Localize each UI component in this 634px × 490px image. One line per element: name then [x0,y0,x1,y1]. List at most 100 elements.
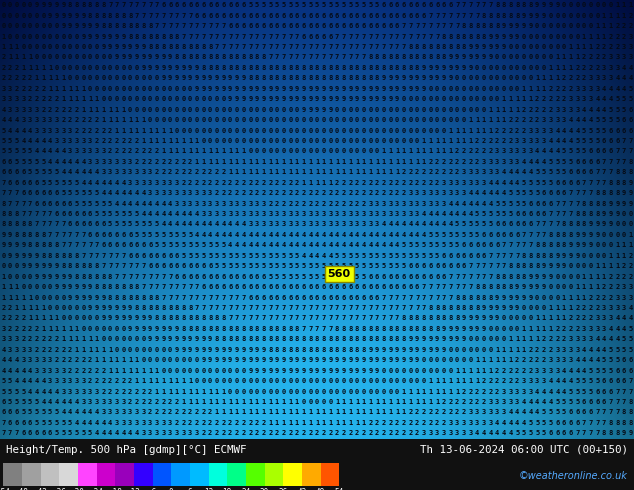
Text: 8: 8 [221,316,226,321]
Text: 7: 7 [455,274,459,280]
Text: 3: 3 [302,211,306,217]
Text: 2: 2 [348,200,353,207]
Text: 0: 0 [134,75,139,81]
Text: 3: 3 [188,190,192,196]
Text: 5: 5 [528,430,533,436]
Text: 4: 4 [522,169,526,175]
Text: 1: 1 [35,316,39,321]
Text: 7: 7 [261,316,266,321]
Text: 9: 9 [315,86,319,92]
Text: 0: 0 [395,389,399,394]
Text: 0: 0 [469,96,472,102]
Text: 6: 6 [442,2,446,8]
Text: 9: 9 [94,294,99,300]
Text: 4: 4 [61,148,65,154]
Text: 8: 8 [242,54,246,60]
Text: 4: 4 [28,378,32,384]
Text: 1: 1 [462,127,466,133]
Text: 8: 8 [455,316,459,321]
Text: 1: 1 [315,410,319,416]
Text: 1: 1 [242,159,246,165]
Text: 9: 9 [368,368,373,374]
Text: 1: 1 [435,138,439,144]
Text: 2: 2 [488,378,493,384]
Text: 0: 0 [388,389,392,394]
Text: 6: 6 [68,200,72,207]
Text: 2: 2 [555,326,559,332]
Text: 2: 2 [401,430,406,436]
Text: 7: 7 [408,23,413,29]
Text: 6: 6 [622,368,626,374]
Text: 6: 6 [101,243,106,248]
Text: 3: 3 [68,138,72,144]
Text: 8: 8 [115,284,119,290]
Text: 6: 6 [315,284,319,290]
Text: 9: 9 [115,316,119,321]
Text: 5: 5 [261,2,266,8]
Text: 8: 8 [462,44,466,50]
Text: 3: 3 [408,211,413,217]
Text: 0: 0 [515,44,519,50]
Text: 8: 8 [355,336,359,343]
Text: 9: 9 [101,294,106,300]
Text: 7: 7 [75,232,79,238]
Text: 0: 0 [375,389,379,394]
Text: 5: 5 [569,159,573,165]
Text: 0: 0 [535,33,540,40]
Text: 0: 0 [288,378,292,384]
Text: 7: 7 [268,305,273,311]
Text: 5: 5 [141,232,146,238]
Text: 9: 9 [202,357,205,363]
Text: 2: 2 [361,180,366,186]
Text: 8: 8 [528,2,533,8]
Text: 3: 3 [628,33,633,40]
Text: 5: 5 [582,148,586,154]
Text: 2: 2 [528,357,533,363]
Text: 7: 7 [281,316,286,321]
Text: 8: 8 [622,420,626,426]
Text: 9: 9 [208,86,212,92]
Text: 1: 1 [408,389,413,394]
Text: 6: 6 [628,107,633,113]
Text: 6: 6 [295,294,299,300]
Text: 0: 0 [588,13,593,19]
Text: 2: 2 [528,368,533,374]
Text: 3: 3 [168,420,172,426]
Text: 1: 1 [328,180,332,186]
Text: 0: 0 [508,54,513,60]
Text: 4: 4 [128,430,133,436]
Text: 7: 7 [202,305,205,311]
Text: 0: 0 [469,336,472,343]
Text: 0: 0 [321,138,326,144]
Text: 0: 0 [321,117,326,123]
Text: 0: 0 [202,368,205,374]
Text: 4: 4 [422,211,426,217]
Text: 0: 0 [355,127,359,133]
Text: 8: 8 [268,75,273,81]
Text: 1: 1 [221,410,226,416]
Text: 3: 3 [315,211,319,217]
Text: 2: 2 [275,200,279,207]
Text: 7: 7 [175,294,179,300]
Text: 5: 5 [415,243,419,248]
Text: 8: 8 [435,305,439,311]
Text: 8: 8 [221,54,226,60]
Text: 0: 0 [215,127,219,133]
Text: 7: 7 [422,284,426,290]
Text: 7: 7 [342,33,346,40]
Text: 2: 2 [101,138,106,144]
Text: 8: 8 [429,316,432,321]
Text: 1: 1 [335,159,339,165]
Text: 0: 0 [615,221,619,227]
Text: 8: 8 [81,263,86,270]
Text: 1: 1 [361,410,366,416]
Text: 0: 0 [288,148,292,154]
Text: 2: 2 [121,378,126,384]
Text: 0: 0 [215,368,219,374]
Text: 6: 6 [355,294,359,300]
Text: 8: 8 [88,13,92,19]
Text: 3: 3 [21,117,25,123]
Text: 6: 6 [41,200,46,207]
Text: 5: 5 [88,430,92,436]
Text: 8: 8 [134,284,139,290]
